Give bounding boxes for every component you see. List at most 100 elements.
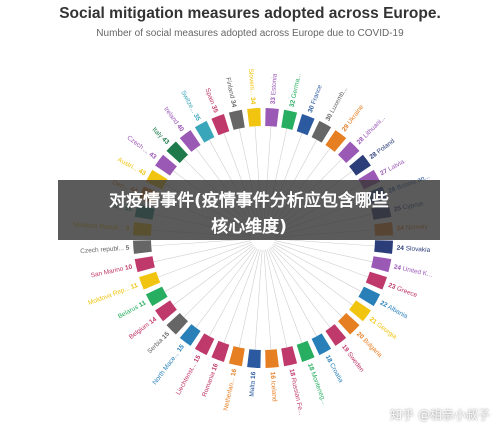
bar-category-label: Czech republ... <box>80 245 124 255</box>
bar-category-label: North Mace... <box>151 350 180 386</box>
bar-label: Malta 16 <box>248 371 257 397</box>
bar-label: Ireland 40 <box>162 106 185 134</box>
bar-category-label: Switze... <box>179 89 197 114</box>
bar-segment <box>265 108 279 127</box>
bar-value-label: 18 <box>324 354 334 364</box>
bar-segment <box>349 300 371 322</box>
bar-label: Switze... 35 <box>179 89 201 122</box>
bar-category-label: Georgia <box>375 321 398 341</box>
bar-value-label: 24 <box>396 244 404 252</box>
bar-category-label: Finland <box>224 77 235 100</box>
bar-category-label: Poland <box>376 137 397 155</box>
bar-label: Italy 43 <box>151 126 171 146</box>
bar-category-label: Latvia <box>387 158 406 173</box>
bar-segment <box>211 340 230 362</box>
bar-category-label: Greece <box>396 285 419 299</box>
spoke-line <box>173 244 254 306</box>
bar-category-label: Sweden <box>346 351 366 374</box>
bar-category-label: Malta <box>248 380 256 397</box>
bar-category-label: Russian Fe... <box>290 377 305 416</box>
bar-segment <box>296 340 315 362</box>
bar-segment <box>265 349 279 368</box>
bar-value-label: 20 <box>355 330 365 340</box>
bar-segment <box>281 109 298 130</box>
spoke-line <box>271 246 343 318</box>
bar-segment <box>247 108 261 127</box>
bar-value-label: 27 <box>379 167 389 177</box>
spoke-line <box>272 244 353 306</box>
spoke-line <box>269 247 331 328</box>
bar-label: 27 Latvia <box>379 158 406 177</box>
bar-label: 18 Russian Fe... <box>288 368 305 416</box>
bar-segment <box>311 120 332 143</box>
bar-category-label: Bulgaria <box>362 337 384 359</box>
spoke-line <box>238 249 261 348</box>
bar-segment <box>155 300 177 322</box>
bar-value-label: 32 <box>288 99 296 108</box>
bar-segment <box>338 141 360 163</box>
bar-value-label: 40 <box>175 123 185 133</box>
bar-value-label: 34 <box>229 99 237 108</box>
bar-value-label: 23 <box>387 282 397 291</box>
bar-label: San Marino 10 <box>90 263 133 279</box>
caption-banner <box>58 180 440 240</box>
bar-category-label: Monteneg... <box>309 371 328 406</box>
bar-label: 28 Lithuani... <box>355 114 386 145</box>
bar-segment <box>358 286 381 307</box>
bar-category-label: Belarus <box>117 303 140 320</box>
bar-label: 19 Sweden <box>340 343 365 374</box>
bar-segment <box>133 240 152 254</box>
bar-category-label: Netherlan... <box>222 377 236 412</box>
bar-value-label: 35 <box>210 104 219 114</box>
bar-label: Serbia 15 <box>146 330 171 355</box>
bar-value-label: 29 <box>341 123 351 133</box>
bar-label: 24 Slovakia <box>396 244 430 253</box>
bar-segment <box>371 256 392 273</box>
bar-category-label: Luxemb... <box>329 86 349 115</box>
bar-category-label: Romania <box>201 371 217 398</box>
bar-segment <box>296 114 315 136</box>
bar-category-label: San Marino <box>90 265 124 279</box>
spoke-line <box>274 241 369 278</box>
bar-label: 30 France <box>307 83 324 113</box>
bar-segment <box>338 313 360 335</box>
bar-label: 21 Georgia <box>368 316 398 341</box>
bar-label: 22 Albania <box>379 299 409 320</box>
bar-value-label: 35 <box>192 112 202 122</box>
bar-value-label: 24 <box>393 263 402 271</box>
bar-value-label: 15 <box>192 354 202 364</box>
bar-category-label: Serbia <box>146 337 165 356</box>
bar-label: 28 Poland <box>368 137 396 160</box>
caption-line-1: 对疫情事件(疫情事件分析应包含哪些 <box>109 191 389 211</box>
bar-segment <box>247 349 261 368</box>
bar-label: 24 United K... <box>393 263 433 278</box>
bar-segment <box>211 114 230 136</box>
bar-value-label: 18 <box>306 362 315 372</box>
bar-value-label: 30 <box>307 104 316 114</box>
bar-label: 16 Iceland <box>269 371 278 402</box>
bar-segment <box>179 324 201 346</box>
spoke-line <box>265 249 288 348</box>
bar-label: Romania 16 <box>201 362 220 398</box>
bar-label: Sloveni... 34 <box>247 68 257 105</box>
bar-value-label: 16 <box>269 371 277 379</box>
bar-segment <box>166 313 188 335</box>
bar-category-label: Albania <box>386 303 409 320</box>
bar-category-label: Lithuani... <box>362 114 387 139</box>
bar-value-label: 15 <box>176 343 186 353</box>
bar-category-label: Estonia <box>270 73 279 96</box>
bar-value-label: 16 <box>211 362 220 372</box>
bar-value-label: 33 <box>269 96 277 104</box>
bar-category-label: United K... <box>402 265 433 278</box>
bar-category-label: Iceland <box>270 380 279 402</box>
bar-label: Netherlan... 16 <box>222 368 238 412</box>
bar-segment <box>349 154 371 176</box>
bar-segment <box>228 109 245 130</box>
bar-label: 29 Ukraine <box>341 103 366 133</box>
bar-segment <box>325 130 347 152</box>
bar-label: 32 Germa... <box>288 73 302 108</box>
bar-category-label: Slovakia <box>405 245 430 254</box>
bar-value-label: 16 <box>250 371 258 379</box>
bar-value-label: 19 <box>340 343 350 353</box>
